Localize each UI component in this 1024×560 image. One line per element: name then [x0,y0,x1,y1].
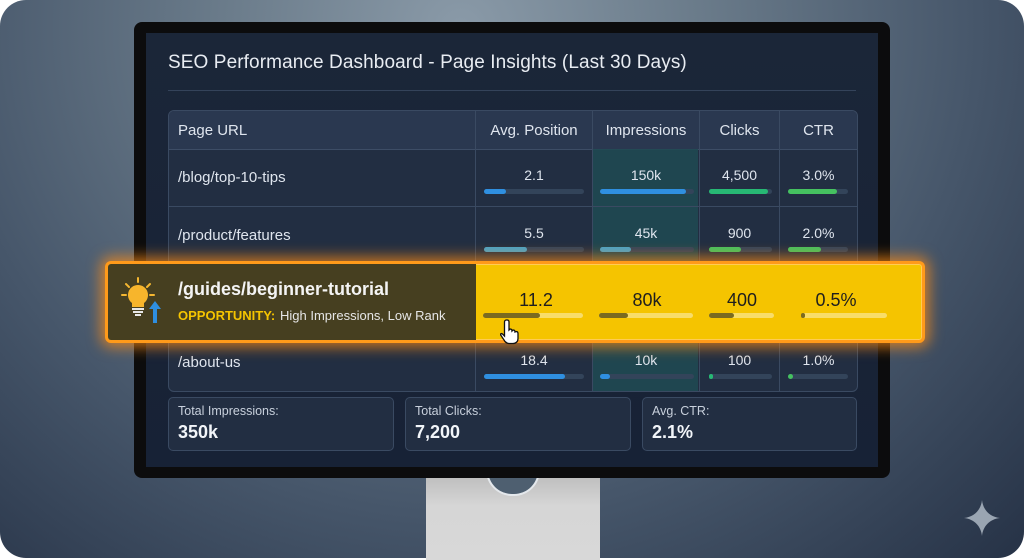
avg-position-value: 2.1 [524,167,544,183]
summary-card-clicks: Total Clicks: 7,200 [405,397,631,451]
seo-table: Page URL Avg. Position Impressions Click… [168,110,858,392]
summary-value: 350k [178,422,219,442]
impressions-bar [600,247,694,252]
page-url[interactable]: /guides/beginner-tutorial [178,279,390,299]
avg-position-bar [484,374,584,379]
impressions-value: 45k [634,225,658,241]
ctr-bar [788,374,848,379]
clicks-value: 900 [727,225,752,241]
impressions-bar [600,189,694,194]
avg-position-value: 5.5 [524,225,544,241]
ctr-value: 1.0% [802,352,835,368]
column-divider [699,111,700,391]
ctr-bar [788,189,848,194]
avg-position-bar [484,189,584,194]
ctr-value: 2.0% [802,225,835,241]
table-header [169,111,857,150]
column-divider [475,111,476,391]
clicks-bar [709,189,772,194]
opportunity-description: High Impressions, Low Rank [280,308,446,323]
column-header-clicks[interactable]: Clicks [719,122,760,139]
lightbulb-icon [121,277,155,316]
clicks-bar [709,374,772,379]
impressions-value: 150k [630,167,662,183]
clicks-value: 4,500 [721,167,758,183]
avg-position-bar [483,313,583,318]
page-url[interactable]: /about-us [178,354,241,371]
impressions-bar [599,313,693,318]
column-header-impressions[interactable]: Impressions [605,122,687,139]
ctr-value: 0.5% [815,290,857,310]
summary-value: 7,200 [415,422,461,442]
page-title: SEO Performance Dashboard - Page Insight… [168,52,687,73]
summary-label: Total Impressions: [178,404,279,418]
highlighted-opportunity-row[interactable]: /guides/beginner-tutorial OPPORTUNITY: H… [105,261,925,343]
impressions-value: 80k [632,290,662,310]
column-header-url[interactable]: Page URL [178,122,248,139]
avg-position-value: 11.2 [519,290,553,310]
summary-card-impressions: Total Impressions: 350k [168,397,394,451]
page-url[interactable]: /product/features [178,227,291,244]
summary-value: 2.1% [652,422,694,442]
clicks-value: 400 [726,290,758,310]
hand-pointer-icon [500,319,519,345]
clicks-value: 100 [727,352,752,368]
row-divider [169,206,857,207]
column-divider [592,111,593,391]
ctr-bar [801,313,887,318]
avg-position-value: 18.4 [520,352,548,368]
ctr-value: 3.0% [802,167,835,183]
opportunity-label: OPPORTUNITY: [178,308,276,323]
clicks-bar [709,247,772,252]
clicks-bar [709,313,774,318]
arrow-up-icon [149,301,161,323]
avg-position-bar [484,247,584,252]
highlight-url-panel [108,264,476,340]
column-header-position[interactable]: Avg. Position [490,122,578,139]
summary-card-ctr: Avg. CTR: 2.1% [642,397,857,451]
ctr-bar [788,247,848,252]
sparkle-icon [964,500,1000,536]
column-header-ctr[interactable]: CTR [803,122,834,139]
impressions-value: 10k [634,352,658,368]
impressions-bar [600,374,694,379]
column-divider [779,111,780,391]
title-divider [168,90,856,91]
summary-label: Avg. CTR: [652,404,710,418]
page-url[interactable]: /blog/top-10-tips [178,169,286,186]
summary-label: Total Clicks: [415,404,482,418]
